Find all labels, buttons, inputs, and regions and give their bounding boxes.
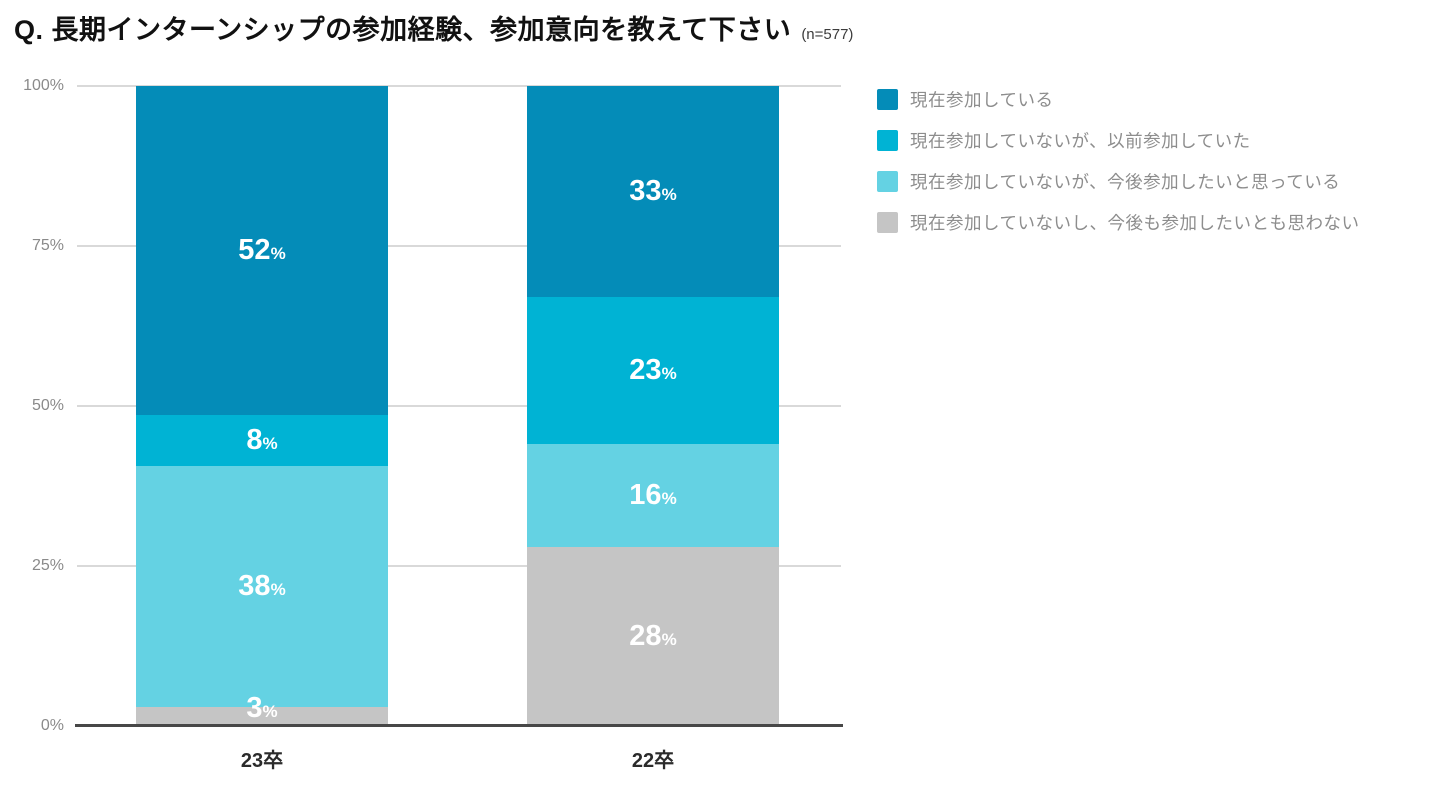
bar-segment: 52% xyxy=(136,86,388,416)
bar-segment-value: 28% xyxy=(629,619,677,652)
y-axis-tick-label: 25% xyxy=(31,557,64,574)
y-axis-tick-label: 50% xyxy=(31,397,64,414)
legend-item: 現在参加していないが、今後参加したいと思っている xyxy=(877,170,1359,192)
bar-segment-value: 8% xyxy=(246,424,278,457)
y-axis-tick-label: 100% xyxy=(23,77,64,94)
legend-label: 現在参加している xyxy=(910,89,1054,110)
legend-color-swatch-icon xyxy=(877,211,898,233)
bar-segment: 16% xyxy=(527,444,779,547)
x-axis-category-label: 22卒 xyxy=(631,750,675,772)
legend-color-swatch-icon xyxy=(877,170,898,192)
legend-item: 現在参加していないし、今後も参加したいとも思わない xyxy=(877,211,1359,233)
y-axis-tick-label: 75% xyxy=(31,237,64,254)
bar-segment: 8% xyxy=(136,415,388,467)
legend-label: 現在参加していないが、以前参加していた xyxy=(910,130,1251,151)
bar-column-23卒: 52% 8% 38% 3% xyxy=(136,86,388,726)
bar-column-22卒: 33% 23% 16% 28% xyxy=(527,86,779,726)
gridline-50 xyxy=(77,405,841,407)
sample-size: (n=577) xyxy=(801,26,854,43)
bar-segment-value: 38% xyxy=(238,569,286,602)
legend-color-swatch-icon xyxy=(877,88,898,110)
gridline-75 xyxy=(77,245,841,247)
x-axis-baseline xyxy=(75,724,843,727)
gridline-25 xyxy=(77,565,841,567)
bar-segment: 28% xyxy=(527,546,779,726)
chart-legend: 現在参加している現在参加していないが、以前参加していた現在参加していないが、今後… xyxy=(877,88,1359,233)
bar-segment: 38% xyxy=(136,466,388,707)
bar-segment: 3% xyxy=(136,693,388,726)
bar-segment-value: 52% xyxy=(238,234,286,267)
bar-segment-value: 16% xyxy=(629,479,677,512)
x-axis-category-label: 23卒 xyxy=(240,750,284,772)
page-title: Q. 長期インターンシップの参加経験、参加意向を教えて下さい (n=577) xyxy=(14,8,853,47)
legend-color-swatch-icon xyxy=(877,129,898,151)
question-title: Q. 長期インターンシップの参加経験、参加意向を教えて下さい xyxy=(14,15,792,45)
legend-label: 現在参加していないが、今後参加したいと思っている xyxy=(910,171,1341,192)
legend-label: 現在参加していないし、今後も参加したいとも思わない xyxy=(910,212,1360,233)
bar-segment: 23% xyxy=(527,297,779,445)
legend-item: 現在参加している xyxy=(877,88,1359,110)
bar-segment-value: 33% xyxy=(629,175,677,208)
legend-item: 現在参加していないが、以前参加していた xyxy=(877,129,1359,151)
y-axis-tick-label: 0% xyxy=(40,717,64,734)
bar-segment-value: 23% xyxy=(629,354,677,387)
gridline-100 xyxy=(77,85,841,87)
bar-segment-value: 3% xyxy=(246,691,278,724)
bar-segment: 33% xyxy=(527,86,779,298)
